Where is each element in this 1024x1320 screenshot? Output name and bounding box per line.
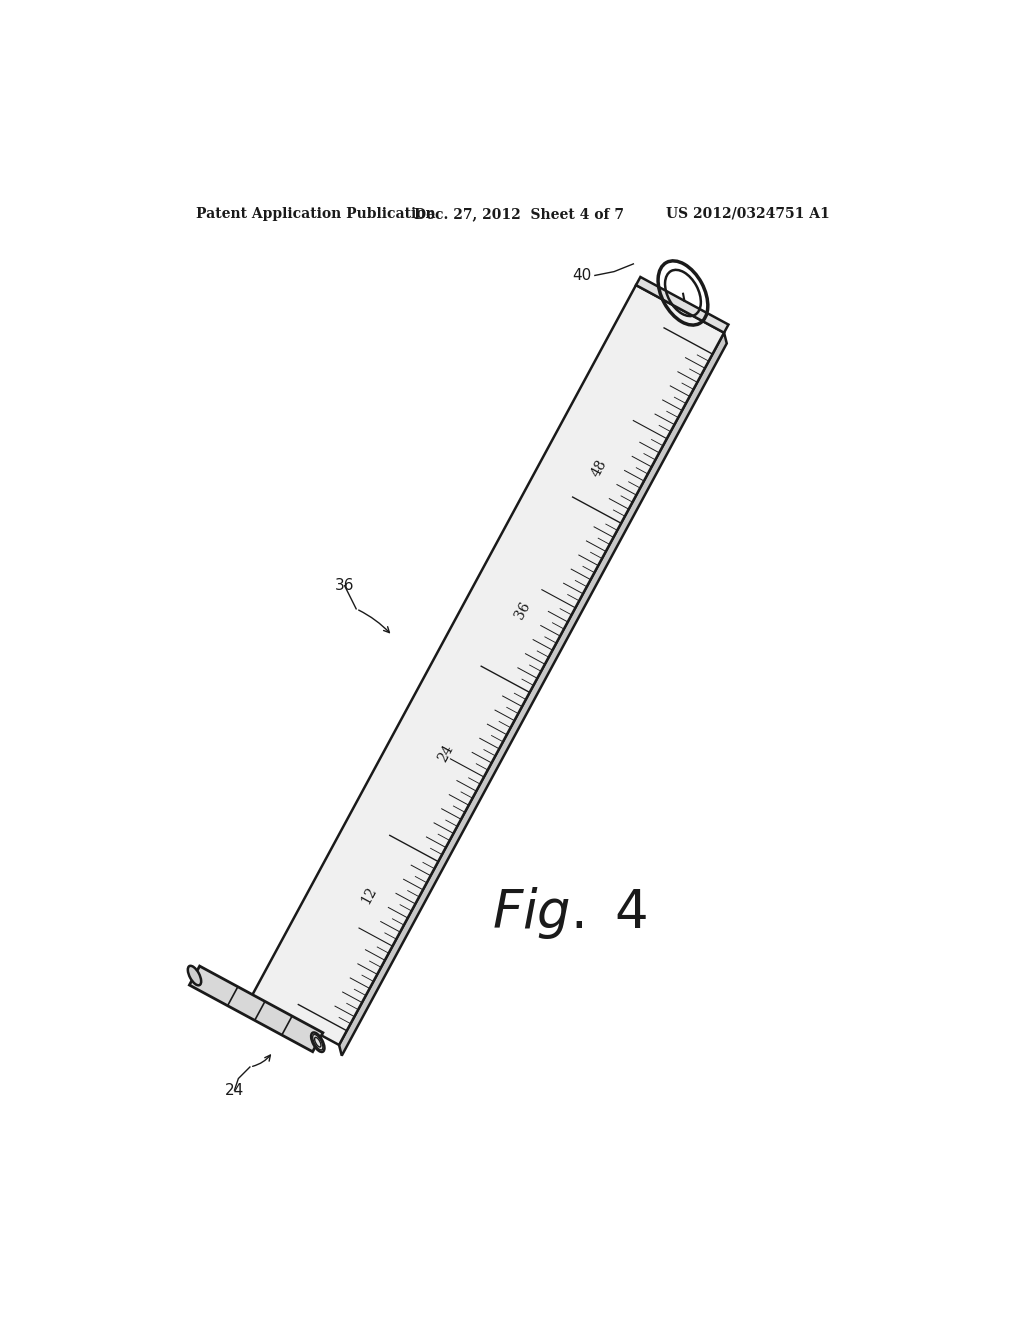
Text: Patent Application Publication: Patent Application Publication (196, 207, 435, 220)
Polygon shape (636, 277, 728, 333)
Text: 48: 48 (590, 457, 610, 479)
Text: 12: 12 (358, 884, 379, 907)
Text: US 2012/0324751 A1: US 2012/0324751 A1 (666, 207, 829, 220)
Ellipse shape (187, 966, 201, 985)
Text: 40: 40 (571, 268, 591, 282)
Text: 24: 24 (225, 1082, 244, 1098)
Polygon shape (189, 966, 323, 1052)
Text: $\mathit{Fig.}\ \mathit{4}$: $\mathit{Fig.}\ \mathit{4}$ (492, 884, 647, 941)
Text: 24: 24 (435, 742, 456, 764)
Text: Dec. 27, 2012  Sheet 4 of 7: Dec. 27, 2012 Sheet 4 of 7 (414, 207, 624, 220)
Polygon shape (339, 333, 727, 1056)
Polygon shape (251, 285, 724, 1045)
Ellipse shape (311, 1032, 325, 1052)
Text: 36: 36 (335, 578, 354, 593)
Text: 36: 36 (512, 599, 534, 622)
